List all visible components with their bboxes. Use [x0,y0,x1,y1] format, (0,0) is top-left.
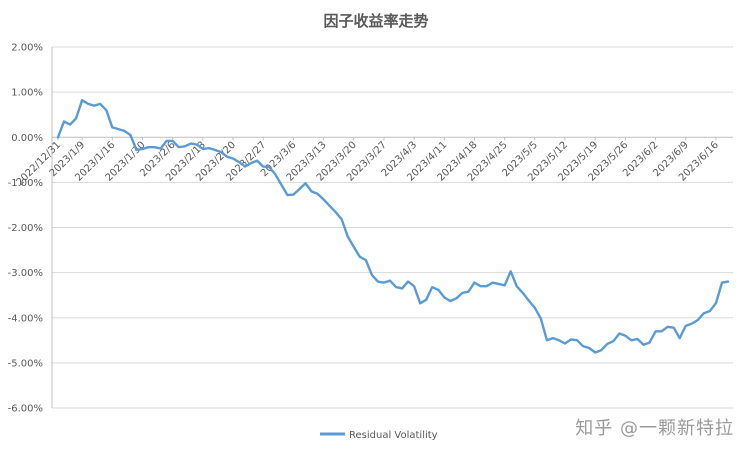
legend: Residual Volatility [320,430,438,441]
y-tick-label: -3.00% [8,268,43,279]
x-axis: 2022/12/312023/1/92023/1/162023/1/302023… [15,137,721,188]
y-axis: 2.00% 1.00% 0.00% -1.00% -2.00% -3.00% -4.00% -… [8,43,43,415]
y-tick-label: 1.00% [11,88,43,99]
grid-layer [51,46,733,409]
series-line-residual-volatility [56,98,730,354]
y-tick-label: -2.00% [8,223,43,234]
y-tick-label: -4.00% [8,313,43,324]
y-tick-label: -5.00% [8,358,43,369]
legend-label-residual-volatility: Residual Volatility [349,430,438,441]
y-tick-label: -6.00% [8,404,43,415]
y-tick-label: -1.00% [8,178,43,189]
y-tick-label: 0.00% [11,133,43,144]
chart-title: 因子收益率走势 [323,12,428,30]
series-layer [56,98,730,354]
y-tick-label: 2.00% [11,43,43,54]
watermark: 知乎 @一颗新特拉 [575,418,734,439]
